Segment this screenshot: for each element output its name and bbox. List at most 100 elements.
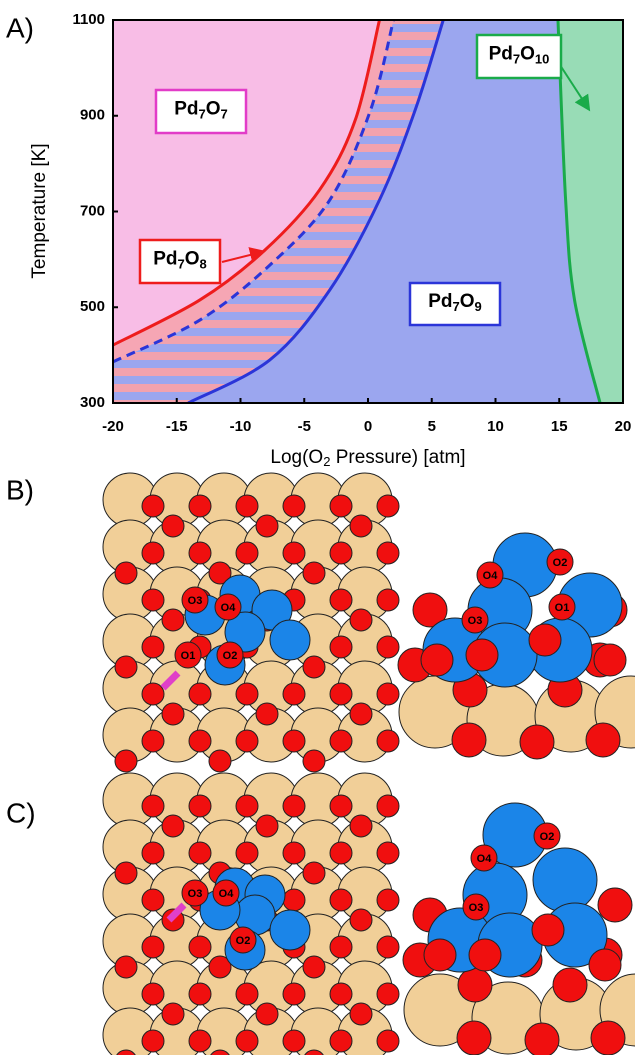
region-label-part: 7 — [178, 257, 185, 272]
atom — [466, 639, 498, 671]
x-axis-label-part: Log(O — [270, 447, 323, 468]
atom — [330, 636, 352, 658]
atom — [350, 815, 372, 837]
atom — [236, 683, 258, 705]
atom — [189, 842, 211, 864]
atom — [270, 620, 310, 660]
atom — [350, 1003, 372, 1025]
atom — [553, 968, 587, 1002]
atom — [142, 795, 164, 817]
atom — [236, 730, 258, 752]
atom — [256, 815, 278, 837]
atom-label: O2 — [236, 935, 251, 947]
atom — [162, 1003, 184, 1025]
x-tick-label: 5 — [428, 418, 436, 435]
y-axis-label: Temperature [K] — [29, 143, 50, 278]
atom — [377, 636, 399, 658]
y-tick-label: 500 — [80, 298, 105, 315]
panel-label: C) — [6, 797, 36, 828]
atom — [424, 939, 456, 971]
atom — [377, 683, 399, 705]
atom — [350, 609, 372, 631]
y-tick-label: 300 — [80, 394, 105, 411]
x-tick-label: -5 — [298, 418, 311, 435]
atom — [189, 983, 211, 1005]
atom — [283, 542, 305, 564]
atom — [142, 983, 164, 1005]
atom-label: O3 — [188, 888, 203, 900]
atom — [115, 562, 137, 584]
atom — [594, 644, 626, 676]
atom — [469, 939, 501, 971]
x-tick-label: 20 — [615, 418, 632, 435]
atom — [330, 589, 352, 611]
atom — [283, 683, 305, 705]
atom — [532, 914, 564, 946]
region-label-part: Pd — [489, 44, 513, 65]
atom — [377, 936, 399, 958]
atom — [142, 842, 164, 864]
region-label-part: Pd — [174, 99, 198, 120]
atom — [115, 956, 137, 978]
atom — [330, 730, 352, 752]
region-label-part: 7 — [453, 299, 460, 314]
atom-label: O4 — [219, 888, 235, 900]
atom — [303, 862, 325, 884]
atom — [520, 725, 554, 759]
region-label-part: 8 — [200, 257, 207, 272]
atom — [189, 683, 211, 705]
atom — [256, 515, 278, 537]
atom — [189, 1030, 211, 1052]
atom — [330, 795, 352, 817]
atom — [421, 644, 453, 676]
x-tick-label: 10 — [487, 418, 504, 435]
atom — [330, 983, 352, 1005]
atom — [283, 842, 305, 864]
atom — [330, 495, 352, 517]
atom — [162, 703, 184, 725]
atom — [283, 730, 305, 752]
atom — [458, 968, 492, 1002]
atom-label: O3 — [469, 902, 484, 914]
atom — [330, 683, 352, 705]
atom — [377, 889, 399, 911]
region-label-part: O — [206, 99, 221, 120]
atom — [115, 750, 137, 772]
atom — [457, 1021, 491, 1055]
x-tick-label: 0 — [364, 418, 372, 435]
atom — [377, 730, 399, 752]
atom — [162, 815, 184, 837]
y-tick-label: 900 — [80, 107, 105, 124]
atom — [142, 636, 164, 658]
y-tick-label: 700 — [80, 202, 105, 219]
atom — [162, 609, 184, 631]
atom — [303, 656, 325, 678]
atom-label: O4 — [477, 853, 493, 865]
atom — [142, 542, 164, 564]
atom — [586, 723, 620, 757]
atom — [303, 750, 325, 772]
region-label-part: 7 — [513, 52, 520, 67]
atom — [142, 889, 164, 911]
atom — [283, 889, 305, 911]
atom — [283, 983, 305, 1005]
atom-label: O4 — [483, 570, 499, 582]
atom — [377, 542, 399, 564]
atom — [209, 750, 231, 772]
atom — [115, 862, 137, 884]
atom — [377, 1030, 399, 1052]
x-axis-label: Log(O2 Pressure) [atm] — [270, 447, 465, 469]
atom-label: O2 — [223, 650, 238, 662]
atom — [189, 795, 211, 817]
atom — [236, 842, 258, 864]
region-label-part: 10 — [535, 52, 549, 67]
atom — [189, 730, 211, 752]
atom — [377, 842, 399, 864]
atom-label: O1 — [181, 650, 196, 662]
atom — [350, 909, 372, 931]
atom — [270, 910, 310, 950]
atom — [256, 1003, 278, 1025]
panel-label: B) — [6, 474, 34, 505]
atom — [330, 542, 352, 564]
